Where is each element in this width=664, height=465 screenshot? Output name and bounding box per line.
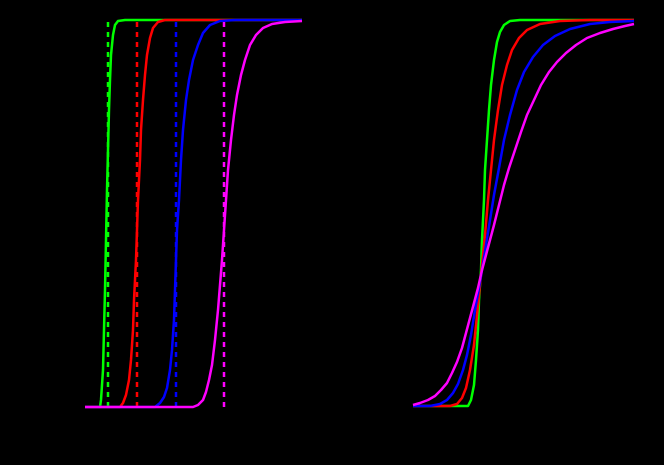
- magenta-cdf-curve: [85, 19, 303, 409]
- blue-cdf-curve: [85, 18, 302, 409]
- green-cdf-curve: [85, 18, 302, 409]
- magenta-cdf-curve: [412, 22, 635, 407]
- green-cdf-curve: [413, 18, 634, 408]
- left-panel-cdf: [85, 18, 303, 409]
- red-cdf-curve: [85, 18, 302, 409]
- red-cdf-curve: [413, 18, 634, 408]
- blue-cdf-curve: [413, 19, 635, 408]
- right-panel-cdf: [412, 18, 635, 408]
